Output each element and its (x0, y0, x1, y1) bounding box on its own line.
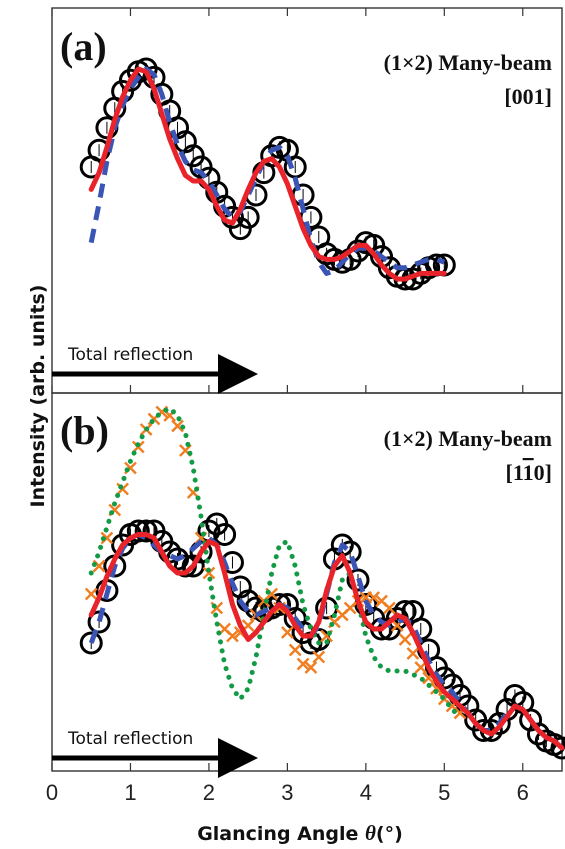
panel-a-total-reflection-label: Total reflection (67, 345, 193, 365)
y-axis-label: Intensity (arb. units) (27, 285, 49, 508)
panel-b-total-reflection-label: Total reflection (67, 729, 193, 749)
panel-b-orange-x-marker (367, 591, 381, 604)
panel-b-orange-x-marker (100, 531, 114, 545)
panel-b-orange-x-marker (406, 647, 420, 660)
panel-b-orange-x-marker (383, 601, 396, 615)
panel-b-orange-x-marker (281, 626, 294, 639)
panel-b-experiment-point (213, 523, 237, 546)
panel-b-legend-line1: (1×2) Many-beam (384, 426, 552, 451)
panel-b-orange-x-marker (296, 657, 310, 671)
x-tick-label: 0 (46, 780, 58, 805)
panel-b-orange-x-marker (84, 587, 98, 601)
panel-b-green-dotted-curve (88, 406, 463, 719)
panel-b-legend-direction-close: 0] (534, 460, 552, 485)
panel-b-legend-direction-open: [1 (506, 460, 523, 485)
panel-b-experiment-point (550, 736, 565, 760)
x-axis-label-symbol: θ (365, 821, 376, 845)
x-axis-label-suffix: (°) (376, 823, 403, 845)
x-axis-label-prefix: Glancing Angle (197, 823, 365, 845)
panel-b-legend-direction-overbar: 1 (523, 460, 534, 485)
x-tick-label: 3 (281, 780, 293, 805)
panel-a-legend-line1: (1×2) Many-beam (384, 50, 552, 75)
panel-b-legend-line2: [110] (506, 460, 552, 485)
panel-b-experiment-point (79, 631, 103, 655)
x-tick-label: 1 (124, 780, 136, 805)
panel-b-experiment-point (526, 722, 550, 746)
panel-b-orange-x-marker (398, 633, 412, 646)
panel-a-blue-dashed-curve (88, 66, 446, 276)
panel-b-experiment-point (346, 568, 370, 592)
panel-a-legend-line2: [001] (504, 84, 552, 109)
panel-b-experiment-point (134, 519, 158, 543)
panel-a-label: (a) (60, 24, 107, 69)
x-tick-label: 5 (438, 780, 450, 805)
panel-b-orange-x-marker (116, 482, 129, 496)
panel-b-experiment-point (126, 519, 150, 543)
x-axis-label: Glancing Angle θ(°) (197, 821, 403, 845)
panel-b-series (79, 405, 565, 760)
x-tick-label: 6 (517, 780, 529, 805)
x-tick-label: 4 (360, 780, 372, 805)
panel-b-orange-x-marker (171, 419, 184, 433)
panel-b-orange-x-marker (226, 629, 239, 643)
panel-a-red-solid-curve (88, 66, 447, 282)
x-axis-ticks: 0 1 2 3 4 5 6 (46, 8, 529, 805)
x-tick-label: 2 (203, 780, 215, 805)
panel-b-frame (51, 392, 563, 772)
panel-b-experiment-point (87, 610, 111, 634)
panel-b-red-solid-curve (88, 532, 565, 751)
panel-b-label: (b) (60, 408, 109, 453)
panel-b-orange-x-marker (304, 661, 318, 674)
panel-a-series (79, 57, 456, 291)
panel-b-orange-x-marker (288, 643, 302, 657)
panel-b-orange-x-marker (312, 650, 326, 664)
panel-b-experiment-point (268, 593, 292, 616)
panel-b-orange-x-marker (202, 566, 216, 580)
